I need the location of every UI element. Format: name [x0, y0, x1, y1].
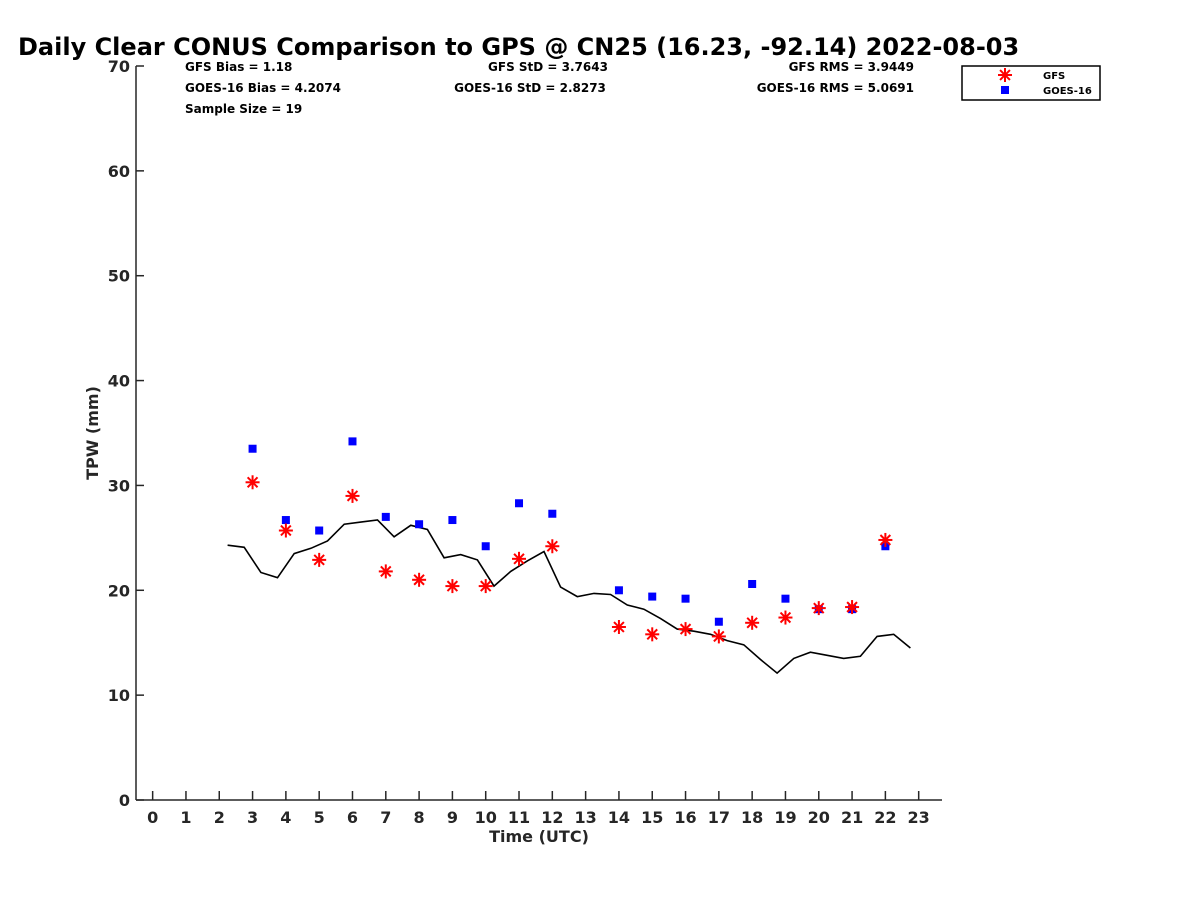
goes16-point [348, 437, 357, 446]
x-tick-label: 12 [541, 808, 563, 827]
goes-std-text: GOES-16 StD = 2.8273 [454, 81, 606, 95]
stats-block: GFS Bias = 1.18 GOES-16 Bias = 4.2074 Sa… [185, 60, 914, 116]
goes16-point [481, 542, 490, 551]
x-tick-label: 1 [180, 808, 191, 827]
goes16-point [648, 592, 657, 601]
goes16-point [714, 617, 723, 626]
plot-axes [135, 66, 942, 801]
y-axis-label: TPW (mm) [83, 386, 102, 480]
gfs-point [778, 610, 793, 625]
goes16-point [315, 526, 324, 535]
gfs-bias-text: GFS Bias = 1.18 [185, 60, 292, 74]
x-tick-label: 11 [508, 808, 530, 827]
gps-series-line [227, 519, 911, 675]
gfs-point [645, 627, 660, 642]
goes16-point [748, 579, 757, 588]
legend: GFS GOES-16 [961, 65, 1101, 101]
x-axis-label: Time (UTC) [489, 827, 589, 846]
gfs-point [878, 532, 893, 547]
goes16-point [781, 594, 790, 603]
y-ticks: 0 10 20 30 40 50 60 70 [108, 57, 144, 810]
goes16-point [681, 594, 690, 603]
y-tick-label: 40 [108, 372, 130, 391]
gfs-point [711, 629, 726, 644]
y-tick-label: 0 [119, 791, 130, 810]
legend-gfs-marker [998, 68, 1012, 82]
y-tick-label: 50 [108, 267, 130, 286]
goes-rms-text: GOES-16 RMS = 5.0691 [757, 81, 914, 95]
gfs-point [545, 539, 560, 554]
goes16-point [448, 516, 457, 525]
gfs-point [278, 523, 293, 538]
x-tick-label: 16 [674, 808, 696, 827]
legend-gfs-asterisk [998, 68, 1012, 82]
goes16-point [381, 512, 390, 521]
sample-size-text: Sample Size = 19 [185, 102, 302, 116]
gfs-std-text: GFS StD = 3.7643 [488, 60, 608, 74]
gfs-point [245, 475, 260, 490]
gfs-point [611, 619, 626, 634]
gfs-point [312, 552, 327, 567]
goes16-point [415, 520, 424, 529]
gfs-point [478, 579, 493, 594]
legend-label-goes: GOES-16 [1043, 86, 1092, 97]
x-tick-label: 22 [874, 808, 896, 827]
y-tick-label: 10 [108, 686, 130, 705]
gfs-point [345, 488, 360, 503]
x-tick-label: 5 [314, 808, 325, 827]
x-tick-label: 0 [147, 808, 158, 827]
chart-title: Daily Clear CONUS Comparison to GPS @ CN… [18, 33, 1019, 61]
x-tick-label: 14 [608, 808, 630, 827]
legend-box [961, 65, 1101, 101]
x-tick-label: 21 [841, 808, 863, 827]
x-tick-label: 23 [908, 808, 930, 827]
goes16-point [614, 586, 623, 595]
gfs-point [811, 601, 826, 616]
y-tick-label: 60 [108, 162, 130, 181]
goes-bias-text: GOES-16 Bias = 4.2074 [185, 81, 341, 95]
goes16-point [515, 499, 524, 508]
y-tick-label: 20 [108, 581, 130, 600]
x-tick-label: 4 [280, 808, 291, 827]
gfs-rms-text: GFS RMS = 3.9449 [789, 60, 914, 74]
plot-area [227, 437, 911, 675]
goes16-point [248, 444, 257, 453]
legend-goes-marker [1001, 86, 1009, 94]
x-tick-label: 6 [347, 808, 358, 827]
gfs-point [412, 572, 427, 587]
gfs-point [512, 551, 527, 566]
x-tick-label: 17 [708, 808, 730, 827]
gfs-point [745, 615, 760, 630]
x-tick-label: 18 [741, 808, 763, 827]
x-ticks: 0 1 2 3 4 5 6 7 8 9 10 11 12 13 14 15 16 17 18 19 20 21 22 23 [147, 791, 930, 827]
x-tick-label: 7 [380, 808, 391, 827]
y-tick-label: 30 [108, 476, 130, 495]
gfs-point [445, 579, 460, 594]
x-tick-label: 15 [641, 808, 663, 827]
x-tick-label: 13 [574, 808, 596, 827]
x-tick-label: 19 [774, 808, 796, 827]
x-tick-label: 10 [475, 808, 497, 827]
x-tick-label: 9 [447, 808, 458, 827]
gfs-point [678, 622, 693, 637]
legend-label-gfs: GFS [1043, 71, 1065, 82]
y-tick-label: 70 [108, 57, 130, 76]
goes16-point [548, 509, 557, 518]
x-tick-label: 8 [414, 808, 425, 827]
x-tick-label: 3 [247, 808, 258, 827]
gfs-point [845, 600, 860, 615]
gfs-point [378, 564, 393, 579]
x-tick-label: 2 [214, 808, 225, 827]
x-tick-label: 20 [808, 808, 830, 827]
goes16-point [281, 516, 290, 525]
